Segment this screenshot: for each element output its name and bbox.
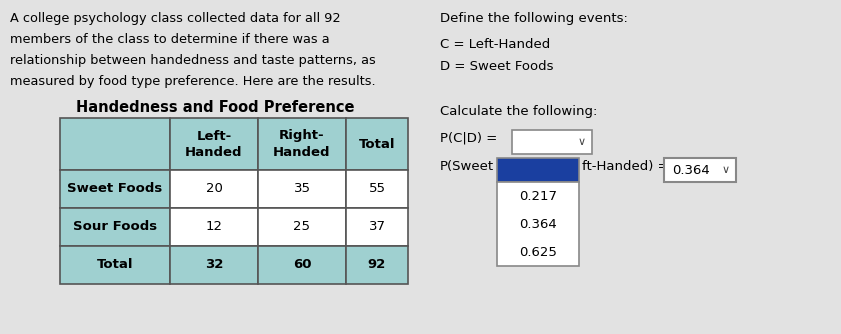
Bar bbox=[60, 118, 170, 170]
Text: 0.364: 0.364 bbox=[519, 217, 557, 230]
Text: Total: Total bbox=[97, 259, 133, 272]
Bar bbox=[512, 130, 592, 154]
Bar bbox=[346, 118, 408, 170]
Bar bbox=[60, 246, 170, 284]
Text: 92: 92 bbox=[368, 259, 386, 272]
Text: 20: 20 bbox=[205, 182, 222, 195]
Bar bbox=[170, 170, 258, 208]
Text: members of the class to determine if there was a: members of the class to determine if the… bbox=[10, 33, 330, 46]
Text: ∨: ∨ bbox=[722, 165, 730, 175]
Text: 60: 60 bbox=[293, 259, 311, 272]
Text: ft-Handed) =: ft-Handed) = bbox=[582, 160, 669, 173]
Text: Define the following events:: Define the following events: bbox=[440, 12, 628, 25]
Text: 37: 37 bbox=[368, 220, 385, 233]
Text: P(C|D) =: P(C|D) = bbox=[440, 132, 497, 145]
Text: Handedness and Food Preference: Handedness and Food Preference bbox=[76, 100, 354, 115]
Text: 25: 25 bbox=[294, 220, 310, 233]
Text: 55: 55 bbox=[368, 182, 385, 195]
Bar bbox=[497, 158, 579, 182]
Text: P(Sweet: P(Sweet bbox=[440, 160, 495, 173]
Text: 0.625: 0.625 bbox=[519, 245, 557, 259]
Bar bbox=[346, 170, 408, 208]
Bar bbox=[258, 118, 346, 170]
Bar bbox=[664, 158, 736, 182]
Text: A college psychology class collected data for all 92: A college psychology class collected dat… bbox=[10, 12, 341, 25]
Text: Sweet Foods: Sweet Foods bbox=[67, 182, 162, 195]
Text: Total: Total bbox=[359, 138, 395, 151]
Bar bbox=[170, 246, 258, 284]
Bar bbox=[258, 208, 346, 246]
Bar bbox=[258, 170, 346, 208]
Text: D = Sweet Foods: D = Sweet Foods bbox=[440, 60, 553, 73]
Text: 0.364: 0.364 bbox=[672, 164, 710, 176]
Bar bbox=[258, 246, 346, 284]
Bar bbox=[170, 208, 258, 246]
Text: Right-
Handed: Right- Handed bbox=[273, 130, 331, 159]
Text: 35: 35 bbox=[294, 182, 310, 195]
Bar bbox=[346, 246, 408, 284]
Text: 12: 12 bbox=[205, 220, 223, 233]
Text: measured by food type preference. Here are the results.: measured by food type preference. Here a… bbox=[10, 75, 376, 88]
Text: Sour Foods: Sour Foods bbox=[73, 220, 157, 233]
Bar bbox=[60, 208, 170, 246]
Text: ∨: ∨ bbox=[578, 137, 586, 147]
Bar bbox=[497, 182, 579, 266]
Text: Calculate the following:: Calculate the following: bbox=[440, 105, 597, 118]
Bar bbox=[60, 170, 170, 208]
Text: 32: 32 bbox=[205, 259, 223, 272]
Text: C = Left-Handed: C = Left-Handed bbox=[440, 38, 550, 51]
Bar bbox=[170, 118, 258, 170]
Text: Left-
Handed: Left- Handed bbox=[185, 130, 243, 159]
Text: relationship between handedness and taste patterns, as: relationship between handedness and tast… bbox=[10, 54, 376, 67]
Text: 0.217: 0.217 bbox=[519, 189, 557, 202]
Bar bbox=[346, 208, 408, 246]
